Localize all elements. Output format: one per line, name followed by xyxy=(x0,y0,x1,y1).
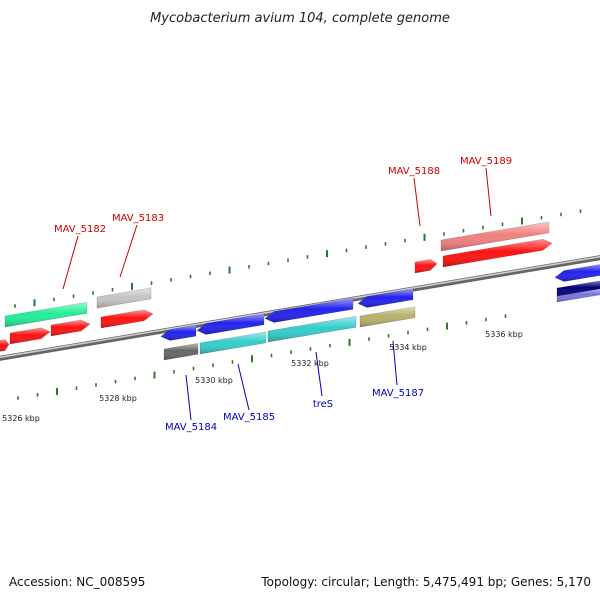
genome-summary-text: Topology: circular; Length: 5,475,491 bp… xyxy=(260,575,591,589)
gene-forward xyxy=(50,319,91,337)
gene-forward xyxy=(0,339,10,352)
gene-label: MAV_5188 xyxy=(388,166,440,177)
gene-mav-5183 xyxy=(96,287,152,309)
gene-reverse xyxy=(556,280,600,298)
gene-callout-line xyxy=(185,374,192,421)
gene-callout-line xyxy=(413,177,421,227)
gene-mav-5188 xyxy=(414,259,438,274)
scale-label: 5330 kbp xyxy=(195,376,233,385)
gene-reverse xyxy=(359,306,416,328)
gene-forward xyxy=(442,238,553,268)
gene-label: treS xyxy=(313,399,333,410)
tick-marks xyxy=(14,209,582,400)
gene-label: MAV_5185 xyxy=(223,412,275,423)
gene-reverse xyxy=(556,288,600,303)
gene-features xyxy=(0,221,600,361)
gene-label: MAV_5189 xyxy=(460,156,512,167)
gene-mav-5185 xyxy=(196,313,265,335)
scale-label: 5334 kbp xyxy=(389,343,427,352)
scale-label: 5328 kbp xyxy=(99,394,137,403)
gene-reverse xyxy=(267,315,357,343)
gene-callout-line xyxy=(237,363,250,411)
scale-label: 5326 kbp xyxy=(2,414,40,423)
gene-callout-line xyxy=(62,235,79,290)
scale-label: 5332 kbp xyxy=(291,359,329,368)
gene-callout-line xyxy=(315,351,323,397)
gene-tres xyxy=(264,297,354,323)
gene-label: MAV_5184 xyxy=(165,422,217,433)
gene-mav-5182 xyxy=(4,301,88,328)
gene-forward xyxy=(9,327,51,345)
gene-reverse xyxy=(163,342,199,361)
gene-mav-5184 xyxy=(160,324,197,341)
gene-label: MAV_5182 xyxy=(54,224,106,235)
gene-callout-line xyxy=(119,224,138,278)
gene-label-callouts: MAV_5182 MAV_5183 MAV_5188 MAV_5189 MAV_5184… xyxy=(54,156,512,433)
gene-reverse xyxy=(554,264,600,282)
scale-label: 5336 kbp xyxy=(485,330,523,339)
accession-text: Accession: NC_008595 xyxy=(9,575,145,589)
gene-reverse xyxy=(199,331,267,355)
gene-mav-5187 xyxy=(357,288,414,308)
gene-label: MAV_5183 xyxy=(112,213,164,224)
gene-callout-line xyxy=(485,167,492,217)
gene-mav-5189 xyxy=(440,221,550,252)
map-title: Mycobacterium avium 104, complete genome xyxy=(150,11,450,26)
gene-callout-line xyxy=(392,340,398,386)
scale-labels: 5326 kbp 5328 kbp 5330 kbp 5332 kbp 5334 kbp… xyxy=(2,330,523,423)
gene-forward xyxy=(100,309,154,329)
gene-label: MAV_5187 xyxy=(372,388,424,399)
